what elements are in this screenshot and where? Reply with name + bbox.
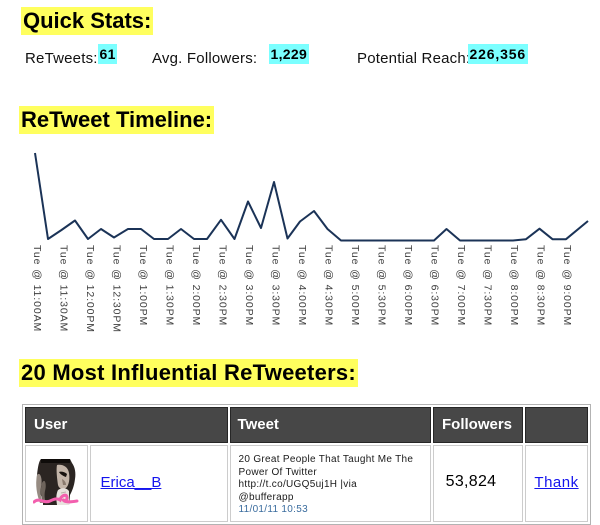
svg-text:Tue @ 5:00PM: Tue @ 5:00PM	[349, 245, 361, 326]
svg-text:Tue @ 6:30PM: Tue @ 6:30PM	[429, 245, 441, 326]
svg-text:Tue @ 2:30PM: Tue @ 2:30PM	[217, 245, 229, 326]
svg-text:Tue @ 1:00PM: Tue @ 1:00PM	[137, 245, 149, 326]
svg-text:Tue @ 11:30AM: Tue @ 11:30AM	[58, 245, 70, 332]
svg-text:Tue @ 8:30PM: Tue @ 8:30PM	[535, 245, 547, 326]
svg-text:Tue @ 7:30PM: Tue @ 7:30PM	[482, 245, 494, 326]
svg-text:Tue @ 4:00PM: Tue @ 4:00PM	[296, 245, 308, 326]
svg-text:Tue @ 3:00PM: Tue @ 3:00PM	[243, 245, 255, 326]
svg-text:Tue @ 3:30PM: Tue @ 3:30PM	[270, 245, 282, 326]
svg-text:Tue @ 9:00PM: Tue @ 9:00PM	[561, 245, 573, 326]
svg-text:Tue @ 8:00PM: Tue @ 8:00PM	[508, 245, 520, 326]
svg-text:Tue @ 5:30PM: Tue @ 5:30PM	[376, 245, 388, 326]
svg-text:Tue @ 12:30PM: Tue @ 12:30PM	[111, 245, 123, 333]
svg-text:Tue @ 11:00AM: Tue @ 11:00AM	[31, 245, 43, 332]
svg-text:Tue @ 4:30PM: Tue @ 4:30PM	[323, 245, 335, 326]
svg-text:Tue @ 7:00PM: Tue @ 7:00PM	[455, 245, 467, 326]
svg-text:Tue @ 1:30PM: Tue @ 1:30PM	[164, 245, 176, 326]
svg-text:Tue @ 2:00PM: Tue @ 2:00PM	[190, 245, 202, 326]
svg-text:Tue @ 6:00PM: Tue @ 6:00PM	[402, 245, 414, 326]
svg-text:Tue @ 12:00PM: Tue @ 12:00PM	[84, 245, 96, 333]
